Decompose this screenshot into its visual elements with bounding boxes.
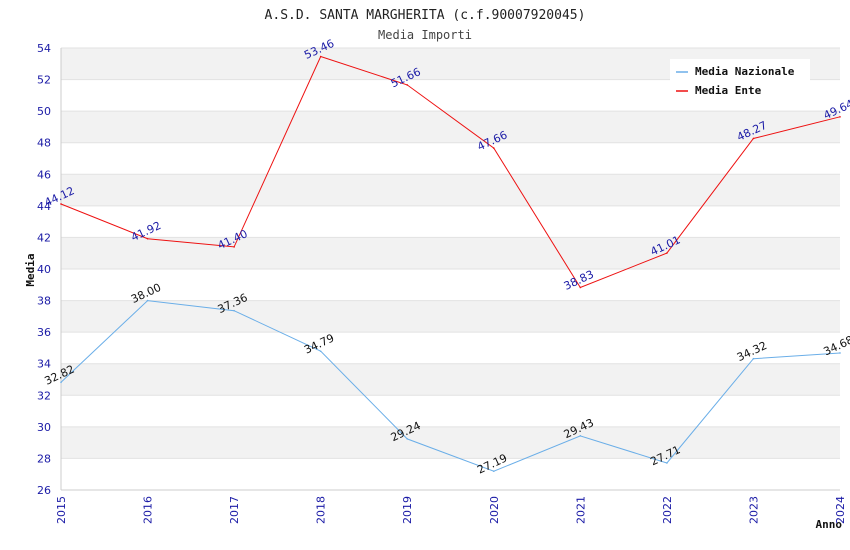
band-32 <box>61 363 840 396</box>
point-media-ente-2017 <box>233 246 235 248</box>
x-tick-2016: 2016 <box>142 496 155 524</box>
y-tick-54: 54 <box>37 42 51 55</box>
y-tick-38: 38 <box>37 295 51 308</box>
band-26 <box>61 458 840 490</box>
legend-label-media-nazionale: Media Nazionale <box>695 65 795 78</box>
y-tick-30: 30 <box>37 421 51 434</box>
y-tick-42: 42 <box>37 231 51 244</box>
x-tick-2018: 2018 <box>315 496 328 524</box>
plot-background-bands <box>61 48 840 490</box>
y-axis-label: Media <box>24 253 37 286</box>
x-tick-2015: 2015 <box>55 496 68 524</box>
gridlines <box>61 47 840 491</box>
y-tick-36: 36 <box>37 326 51 339</box>
point-media-nazionale-2017 <box>233 309 235 312</box>
band-28 <box>61 426 840 459</box>
x-tick-2017: 2017 <box>228 496 241 524</box>
band-36 <box>61 300 840 333</box>
x-tick-2019: 2019 <box>401 496 414 524</box>
band-34 <box>61 332 840 364</box>
point-media-nazionale-2020 <box>492 470 495 473</box>
band-48 <box>61 111 840 143</box>
x-tick-2022: 2022 <box>661 496 674 524</box>
x-axis-label: Anno <box>816 518 843 531</box>
band-46 <box>61 142 840 175</box>
y-tick-46: 46 <box>37 168 51 181</box>
x-tick-2021: 2021 <box>574 496 587 524</box>
point-media-ente-2018 <box>319 55 322 58</box>
y-tick-52: 52 <box>37 74 51 87</box>
y-tick-26: 26 <box>37 484 51 497</box>
band-44 <box>61 174 840 206</box>
x-tick-2024: 2024 <box>834 496 847 524</box>
point-media-nazionale-2022 <box>666 462 668 464</box>
y-tick-32: 32 <box>37 389 51 402</box>
y-tick-44: 44 <box>37 200 51 213</box>
legend: Media Nazionale Media Ente <box>670 59 810 102</box>
band-40 <box>61 237 840 269</box>
y-tick-34: 34 <box>37 358 51 371</box>
point-media-ente-2021 <box>579 286 582 289</box>
x-tick-labels: 2015 2016 2017 2018 2019 2020 2021 2022 2023 2024 <box>55 496 847 524</box>
point-media-ente-2016 <box>146 237 149 240</box>
point-media-ente-2022 <box>666 252 668 254</box>
y-tick-40: 40 <box>37 263 51 276</box>
series-lines <box>60 55 841 473</box>
band-42 <box>61 205 840 238</box>
point-media-nazionale-2018 <box>319 350 322 353</box>
x-tick-2023: 2023 <box>747 496 760 524</box>
y-tick-50: 50 <box>37 105 51 118</box>
point-media-nazionale-2015 <box>60 381 62 384</box>
series-line-media-nazionale <box>60 300 841 472</box>
point-media-nazionale-2019 <box>406 438 409 440</box>
point-media-ente-2015 <box>60 203 62 205</box>
chart-subtitle: Media Importi <box>378 28 472 42</box>
legend-label-media-ente: Media Ente <box>695 84 762 97</box>
y-tick-labels: 26 28 30 32 34 36 38 40 42 44 46 48 50 52 54 <box>37 42 51 497</box>
legend-box <box>670 59 810 102</box>
point-media-nazionale-2023 <box>752 357 755 360</box>
point-media-nazionale-2021 <box>579 435 582 437</box>
chart-title: A.S.D. SANTA MARGHERITA (c.f.90007920045… <box>265 8 586 23</box>
x-tick-2020: 2020 <box>488 496 501 524</box>
band-30 <box>61 395 840 427</box>
y-tick-28: 28 <box>37 452 51 465</box>
band-38 <box>61 269 840 301</box>
y-tick-48: 48 <box>37 137 51 150</box>
point-media-ente-2020 <box>492 147 495 149</box>
point-media-ente-2024 <box>839 116 841 118</box>
point-media-ente-2019 <box>406 84 409 86</box>
point-media-ente-2023 <box>752 137 755 140</box>
point-media-nazionale-2024 <box>839 352 841 354</box>
point-media-nazionale-2016 <box>146 299 149 302</box>
series-line-media-ente <box>60 55 841 289</box>
